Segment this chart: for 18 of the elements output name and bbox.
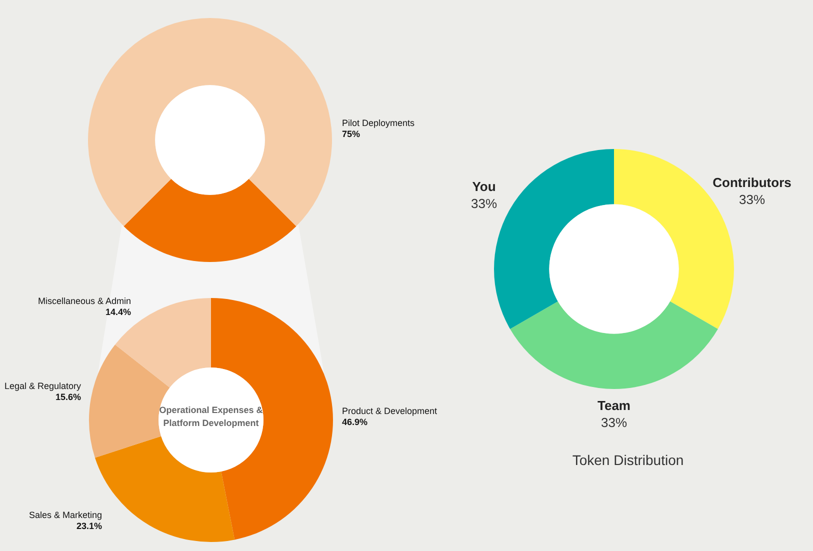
data-label: 15.6%: [54, 392, 81, 403]
slice-label: Product & Development: [342, 406, 438, 417]
slice-label: Team: [596, 397, 632, 414]
data-label: 33%: [470, 195, 498, 212]
slice-label: Contributors: [712, 174, 792, 191]
data-label: 75%: [342, 129, 362, 140]
data-label: 46.9%: [342, 417, 369, 428]
slice-label: Sales & Marketing: [28, 510, 102, 521]
slice-label: You: [471, 178, 497, 195]
data-label: 14.4%: [104, 307, 131, 318]
slice-label: Pilot Deployments: [342, 118, 416, 129]
data-label: 33%: [738, 191, 766, 208]
slice-label: Miscellaneous & Admin: [36, 296, 131, 307]
data-label: 23.1%: [75, 521, 102, 532]
data-label: 33%: [600, 414, 628, 431]
slice-label: Legal & Regulatory: [3, 381, 81, 392]
text: Token Distribution: [571, 452, 685, 468]
text: Operational Expenses & Platform Development: [158, 404, 264, 430]
